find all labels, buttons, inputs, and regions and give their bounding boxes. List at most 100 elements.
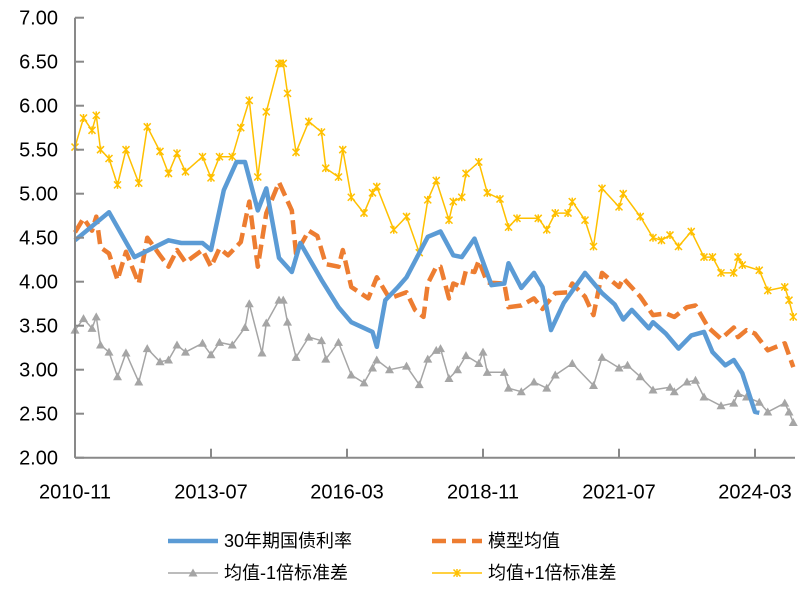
star-marker xyxy=(474,157,483,167)
triangle-marker xyxy=(227,340,237,349)
triangle-marker xyxy=(198,338,207,347)
star-marker xyxy=(597,184,607,193)
triangle-marker xyxy=(529,377,539,386)
triangle-marker xyxy=(729,398,739,407)
star-marker xyxy=(580,216,590,225)
triangle-marker xyxy=(780,398,790,407)
triangle-marker xyxy=(188,568,198,577)
star-marker xyxy=(733,253,743,262)
triangle-marker xyxy=(499,367,509,376)
triangle-marker xyxy=(317,336,326,345)
star-marker xyxy=(687,227,696,236)
series-0 xyxy=(73,159,760,416)
legend-label: 均值+1倍标准差 xyxy=(488,563,617,583)
star-marker xyxy=(236,123,245,132)
triangle-marker xyxy=(134,377,144,386)
triangle-marker xyxy=(104,347,114,356)
triangle-marker xyxy=(261,318,271,327)
triangle-marker xyxy=(142,344,152,353)
star-marker xyxy=(215,152,224,161)
star-marker xyxy=(784,296,794,305)
star-marker xyxy=(181,167,190,176)
star-marker xyxy=(648,233,658,242)
y-tick-label: 3.00 xyxy=(19,360,58,382)
triangle-marker xyxy=(215,337,224,346)
triangle-marker xyxy=(550,370,560,379)
star-marker xyxy=(619,189,628,198)
triangle-marker xyxy=(716,401,726,410)
triangle-marker xyxy=(589,381,598,390)
triangle-marker xyxy=(346,370,356,379)
triangle-marker xyxy=(402,361,411,370)
triangle-marker xyxy=(385,365,394,374)
star-marker xyxy=(657,236,666,245)
triangle-marker xyxy=(669,387,679,396)
triangle-marker xyxy=(614,363,624,372)
y-tick-label: 7.00 xyxy=(19,8,58,30)
y-tick-label: 2.50 xyxy=(19,404,58,426)
star-marker xyxy=(104,154,114,163)
star-marker xyxy=(155,147,165,156)
star-marker xyxy=(449,197,458,206)
star-marker xyxy=(495,194,505,204)
y-tick-label: 4.50 xyxy=(19,228,58,250)
series-1 xyxy=(73,180,796,368)
triangle-marker xyxy=(453,365,462,374)
triangle-marker xyxy=(291,352,301,361)
y-tick-label: 5.50 xyxy=(19,140,58,162)
triangle-marker xyxy=(91,312,101,321)
x-tick-label: 2021-07 xyxy=(582,482,655,504)
star-marker xyxy=(92,111,101,120)
x-tick-label: 2016-03 xyxy=(310,482,383,504)
triangle-marker xyxy=(763,407,773,416)
star-marker xyxy=(228,152,237,161)
star-marker xyxy=(589,242,598,251)
y-tick-label: 6.00 xyxy=(19,96,58,118)
star-marker xyxy=(551,209,560,218)
star-marker xyxy=(423,195,432,204)
star-marker xyxy=(563,209,573,218)
star-marker xyxy=(134,179,143,188)
triangle-marker xyxy=(474,359,484,368)
triangle-marker xyxy=(623,360,632,369)
legend-item-2: 均值-1倍标准差 xyxy=(168,563,348,583)
triangle-marker xyxy=(155,357,165,366)
star-marker xyxy=(338,145,347,154)
triangle-marker xyxy=(181,347,190,356)
x-tick-label: 2018-11 xyxy=(447,482,519,504)
star-marker xyxy=(389,225,398,234)
triangle-marker xyxy=(436,344,445,353)
star-marker xyxy=(738,260,747,270)
star-marker xyxy=(716,268,726,277)
star-marker xyxy=(457,193,466,202)
y-tick-label: 3.50 xyxy=(19,316,58,338)
triangle-marker xyxy=(372,355,382,364)
star-marker xyxy=(96,145,105,154)
triangle-marker xyxy=(172,340,182,349)
legend-item-3: 均值+1倍标准差 xyxy=(432,563,617,583)
star-marker xyxy=(113,180,122,189)
series-line xyxy=(73,159,760,416)
series-2 xyxy=(70,295,798,426)
x-tick-label: 2010-11 xyxy=(39,482,111,504)
series-line xyxy=(74,299,794,423)
star-marker xyxy=(483,188,492,197)
y-tick-label: 6.50 xyxy=(19,52,58,74)
star-marker xyxy=(79,113,88,123)
triangle-marker xyxy=(334,337,343,346)
triangle-marker xyxy=(244,299,254,308)
triangle-marker xyxy=(368,363,377,372)
star-marker xyxy=(372,182,381,191)
star-marker xyxy=(674,242,683,251)
star-marker xyxy=(461,169,471,178)
triangle-marker xyxy=(784,407,794,416)
triangle-marker xyxy=(635,372,645,381)
series-line xyxy=(73,180,796,368)
star-marker xyxy=(317,128,326,137)
star-marker xyxy=(665,231,675,240)
triangle-marker xyxy=(691,375,700,384)
axes: 2.00 2.50 3.00 3.50 4.00 4.50 5.00 5.50 6.00 6.50… xyxy=(19,8,795,504)
triangle-marker xyxy=(321,354,331,363)
star-marker xyxy=(636,212,645,221)
star-marker xyxy=(432,176,441,185)
